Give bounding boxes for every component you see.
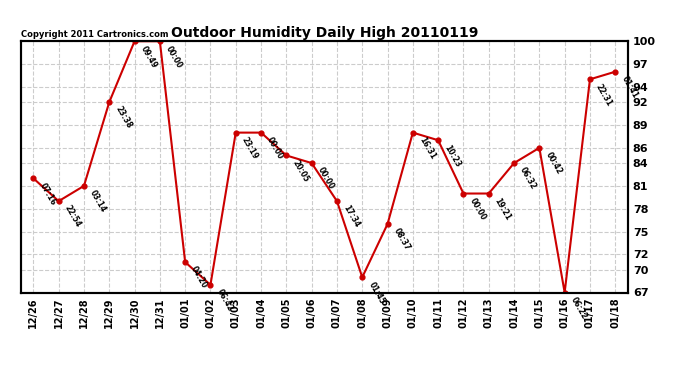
Point (559, 290, 570, 296)
Point (509, 160, 520, 166)
Point (155, 38, 166, 44)
Text: 04:20: 04:20 (189, 265, 209, 290)
Point (281, 153, 292, 159)
Text: 06:42: 06:42 (215, 288, 235, 313)
Text: 10:23: 10:23 (442, 143, 462, 168)
Point (458, 190, 469, 196)
Text: 19:21: 19:21 (493, 196, 513, 222)
Point (129, 38, 140, 44)
Point (230, 130, 241, 136)
Point (179, 259, 190, 265)
Point (28, 175, 39, 181)
Text: 17:34: 17:34 (341, 204, 361, 230)
Text: 08:37: 08:37 (392, 227, 412, 252)
Point (306, 160, 317, 166)
Point (534, 145, 545, 151)
Point (79, 183, 90, 189)
Point (331, 198, 342, 204)
Point (53, 198, 64, 204)
Point (104, 99, 115, 105)
Text: Copyright 2011 Cartronics.com: Copyright 2011 Cartronics.com (21, 30, 168, 39)
Text: 03:14: 03:14 (88, 189, 108, 214)
Point (255, 130, 266, 136)
Text: 00:00: 00:00 (316, 166, 335, 191)
Text: 06:22: 06:22 (569, 295, 589, 321)
Point (433, 137, 444, 143)
Text: 00:00: 00:00 (468, 196, 487, 222)
Text: 09:49: 09:49 (139, 44, 159, 69)
Point (357, 274, 368, 280)
Text: 07:16: 07:16 (37, 181, 57, 207)
Point (205, 282, 216, 288)
Text: 23:38: 23:38 (113, 105, 133, 130)
Title: Outdoor Humidity Daily High 20110119: Outdoor Humidity Daily High 20110119 (170, 26, 478, 40)
Point (382, 221, 393, 227)
Text: 23:19: 23:19 (240, 135, 259, 161)
Text: 06:32: 06:32 (518, 166, 538, 191)
Text: 22:54: 22:54 (63, 204, 83, 229)
Point (483, 190, 494, 196)
Text: 00:42: 00:42 (544, 151, 563, 176)
Text: 01:45: 01:45 (366, 280, 386, 305)
Text: 16:31: 16:31 (417, 135, 437, 161)
Point (610, 69, 621, 75)
Text: 00:00: 00:00 (164, 44, 184, 69)
Text: 00:00: 00:00 (265, 135, 285, 161)
Point (407, 130, 418, 136)
Point (584, 76, 595, 82)
Text: 20:05: 20:05 (290, 158, 310, 183)
Text: 01:41: 01:41 (620, 75, 639, 100)
Text: 22:31: 22:31 (594, 82, 614, 108)
